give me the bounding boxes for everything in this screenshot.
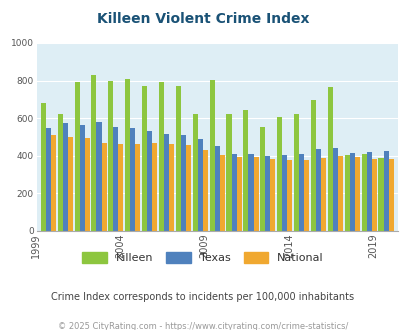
Bar [320,158,325,231]
Bar [209,80,214,231]
Bar [125,79,130,231]
Bar [79,125,85,231]
Bar [135,144,140,231]
Bar [58,115,62,231]
Bar [192,115,197,231]
Bar [101,143,107,231]
Bar [118,144,123,231]
Bar [265,156,270,231]
Bar [298,154,303,231]
Bar [130,128,135,231]
Bar [361,154,366,231]
Bar [152,143,157,231]
Bar [185,146,191,231]
Bar [243,110,248,231]
Bar [388,159,393,231]
Bar [327,87,332,231]
Bar [354,157,359,231]
Bar [371,159,376,231]
Bar [337,156,342,231]
Legend: Killeen, Texas, National: Killeen, Texas, National [82,252,323,263]
Bar [287,159,292,231]
Bar [113,127,118,231]
Bar [270,159,275,231]
Bar [96,122,101,231]
Bar [214,147,219,231]
Bar [175,86,181,231]
Bar [219,155,224,231]
Bar [303,160,309,231]
Bar [310,100,315,231]
Bar [62,123,68,231]
Bar [236,157,241,231]
Bar [108,82,113,231]
Bar [91,75,96,231]
Bar [383,151,388,231]
Bar [248,154,253,231]
Text: Crime Index corresponds to incidents per 100,000 inhabitants: Crime Index corresponds to incidents per… [51,292,354,302]
Bar [226,115,231,231]
Bar [293,115,298,231]
Bar [349,153,354,231]
Bar [181,135,185,231]
Bar [159,82,164,231]
Bar [68,137,72,231]
Bar [168,144,174,231]
Text: © 2025 CityRating.com - https://www.cityrating.com/crime-statistics/: © 2025 CityRating.com - https://www.city… [58,322,347,330]
Bar [344,155,349,231]
Text: Killeen Violent Crime Index: Killeen Violent Crime Index [96,12,309,25]
Bar [46,128,51,231]
Bar [75,82,79,231]
Bar [377,158,383,231]
Bar [197,139,202,231]
Bar [51,135,56,231]
Bar [281,155,287,231]
Bar [231,154,236,231]
Bar [366,152,371,231]
Bar [40,103,46,231]
Bar [164,134,168,231]
Bar [85,138,90,231]
Bar [202,150,207,231]
Bar [147,131,152,231]
Bar [277,117,281,231]
Bar [315,149,320,231]
Bar [260,127,265,231]
Bar [253,157,258,231]
Bar [142,86,147,231]
Bar [332,148,337,231]
